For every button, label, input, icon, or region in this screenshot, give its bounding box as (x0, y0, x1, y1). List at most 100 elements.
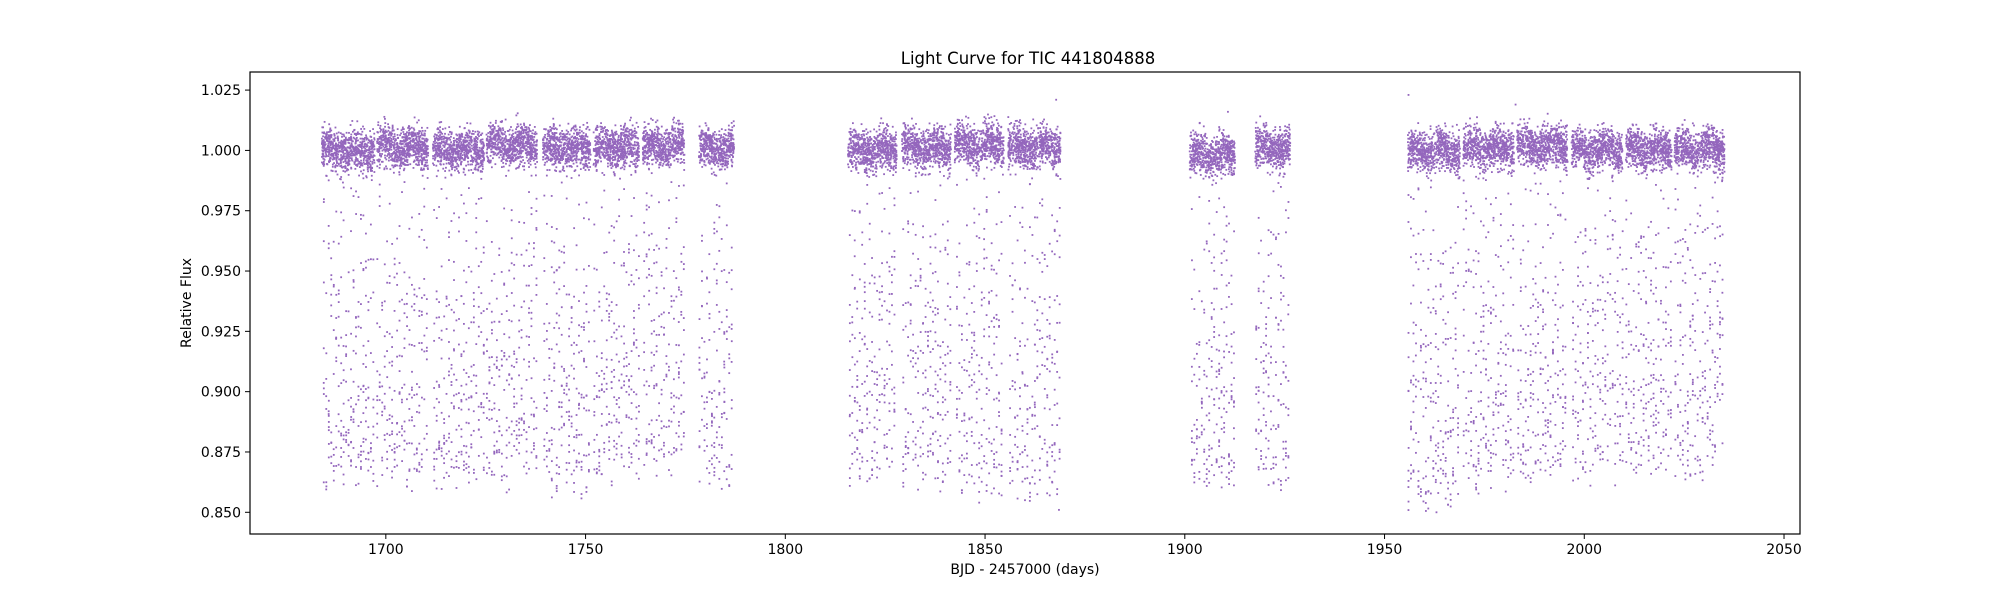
data-point (530, 311, 533, 314)
data-point (388, 445, 391, 447)
data-point (360, 262, 362, 264)
data-point (471, 163, 473, 166)
data-point (505, 162, 507, 165)
data-point (391, 127, 394, 130)
data-point (545, 396, 548, 399)
data-point (523, 221, 526, 224)
data-point (453, 212, 455, 215)
data-point (352, 154, 355, 157)
data-point (516, 135, 518, 138)
data-point (359, 150, 362, 153)
data-point (401, 401, 403, 404)
data-point (327, 134, 330, 137)
data-point (535, 227, 538, 229)
data-point (368, 140, 371, 143)
data-point (570, 422, 573, 425)
data-point (377, 160, 380, 163)
data-point (398, 156, 401, 159)
data-point (506, 130, 509, 132)
data-point (500, 358, 503, 361)
data-point (447, 133, 450, 136)
data-point (412, 167, 415, 169)
data-point (425, 424, 428, 427)
data-point (543, 408, 546, 410)
data-point (407, 137, 410, 140)
data-point (415, 155, 418, 158)
data-point (458, 424, 460, 427)
data-point (415, 136, 418, 138)
data-point (406, 442, 408, 445)
data-point (637, 137, 640, 140)
data-point (535, 427, 538, 430)
data-point (370, 466, 372, 468)
data-point (367, 397, 370, 400)
data-point (377, 158, 380, 161)
data-point (376, 148, 379, 151)
data-point (410, 133, 413, 136)
data-point (386, 331, 388, 333)
data-point (352, 447, 355, 449)
data-point (465, 463, 468, 466)
data-point (333, 152, 335, 155)
data-point (327, 410, 330, 413)
data-point (423, 144, 426, 147)
data-point (498, 254, 501, 257)
data-point (573, 132, 575, 135)
data-point (340, 419, 343, 422)
data-point (565, 481, 568, 484)
data-point (383, 168, 386, 171)
data-point (340, 382, 343, 385)
data-point (342, 426, 345, 428)
data-point (360, 445, 362, 447)
data-point (490, 310, 493, 313)
data-point (394, 156, 397, 159)
data-point (533, 415, 535, 418)
data-point (407, 154, 410, 157)
data-point (571, 146, 574, 149)
data-point (367, 164, 369, 167)
data-point (412, 137, 415, 140)
data-point (347, 146, 350, 149)
data-point (394, 149, 397, 152)
data-point (420, 342, 423, 344)
data-point (335, 317, 338, 319)
data-point (583, 326, 585, 329)
data-point (457, 156, 460, 158)
data-point (528, 426, 530, 428)
data-point (418, 411, 421, 414)
data-point (511, 134, 513, 137)
data-point (464, 134, 467, 137)
data-point (580, 156, 583, 159)
data-point (463, 159, 465, 161)
data-point (352, 136, 355, 139)
data-point (438, 206, 440, 208)
data-point (383, 167, 386, 170)
data-point (528, 336, 530, 338)
data-point (460, 160, 463, 163)
data-point (322, 347, 325, 350)
data-point (420, 168, 422, 171)
data-point (398, 319, 401, 322)
data-point (455, 299, 458, 301)
data-point (405, 144, 408, 146)
data-point (565, 376, 568, 379)
data-point (551, 132, 554, 135)
data-point (432, 155, 434, 157)
data-point (567, 148, 570, 150)
data-point (465, 131, 468, 134)
data-point (473, 468, 475, 471)
data-point (365, 159, 368, 162)
data-point (462, 468, 465, 471)
data-point (504, 151, 506, 154)
data-point (435, 217, 438, 219)
data-point (439, 142, 441, 144)
data-point (346, 156, 349, 158)
data-point (564, 143, 567, 145)
data-point (442, 141, 445, 144)
data-point (340, 465, 343, 468)
data-point (416, 143, 419, 146)
data-point (480, 403, 483, 406)
data-point (335, 158, 338, 161)
data-point (543, 391, 546, 394)
data-point (325, 352, 328, 355)
